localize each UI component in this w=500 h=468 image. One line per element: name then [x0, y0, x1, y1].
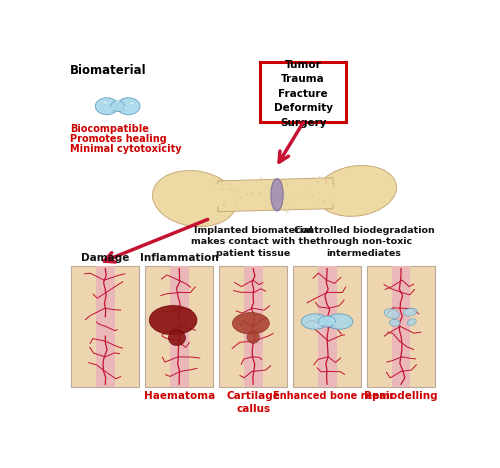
Ellipse shape [187, 181, 226, 209]
Ellipse shape [333, 323, 336, 325]
Ellipse shape [324, 182, 327, 184]
Bar [392, 266, 410, 387]
Ellipse shape [333, 185, 335, 187]
Ellipse shape [325, 316, 329, 319]
Ellipse shape [116, 100, 120, 103]
Text: Controlled biodegradation
through non-toxic
intermediates: Controlled biodegradation through non-to… [294, 226, 434, 258]
Text: Haematoma: Haematoma [144, 391, 215, 401]
Text: Damage: Damage [81, 253, 130, 263]
Ellipse shape [326, 183, 364, 207]
Ellipse shape [279, 198, 282, 200]
Ellipse shape [271, 179, 283, 211]
Ellipse shape [322, 200, 325, 203]
Ellipse shape [281, 181, 282, 183]
Ellipse shape [324, 180, 328, 182]
Ellipse shape [152, 170, 237, 227]
Ellipse shape [285, 183, 289, 186]
Ellipse shape [330, 319, 334, 321]
Ellipse shape [314, 323, 318, 326]
Ellipse shape [326, 314, 353, 329]
Ellipse shape [307, 187, 310, 188]
Text: Minimal cytotoxicity: Minimal cytotoxicity [70, 144, 182, 154]
Ellipse shape [168, 330, 186, 345]
Ellipse shape [228, 184, 231, 185]
Bar [318, 266, 336, 387]
Bar [293, 266, 361, 387]
Ellipse shape [340, 317, 344, 320]
Ellipse shape [316, 181, 320, 183]
Ellipse shape [384, 309, 400, 319]
Bar [170, 266, 188, 387]
Ellipse shape [312, 176, 314, 178]
Text: Promotes healing: Promotes healing [70, 134, 166, 144]
Ellipse shape [268, 189, 271, 190]
Text: Biomaterial: Biomaterial [70, 64, 146, 77]
Text: Enhanced bone repair: Enhanced bone repair [272, 391, 394, 401]
Bar [96, 266, 115, 387]
Text: Tumor
Trauma
Fracture
Deformity
Surgery: Tumor Trauma Fracture Deformity Surgery [274, 60, 332, 128]
Bar [260, 62, 346, 122]
Ellipse shape [124, 106, 128, 110]
Ellipse shape [238, 192, 242, 193]
Ellipse shape [222, 205, 224, 206]
Text: Remodelling: Remodelling [364, 391, 438, 401]
Ellipse shape [286, 203, 290, 205]
Ellipse shape [284, 211, 288, 212]
Ellipse shape [149, 306, 197, 335]
Ellipse shape [218, 208, 220, 210]
Ellipse shape [318, 316, 336, 327]
Ellipse shape [310, 195, 314, 197]
Ellipse shape [224, 202, 226, 204]
Text: Cartilage
callus: Cartilage callus [226, 391, 280, 414]
Text: Inflammation: Inflammation [140, 253, 218, 263]
Ellipse shape [247, 331, 260, 344]
Ellipse shape [269, 202, 272, 205]
Bar [146, 266, 213, 387]
Ellipse shape [129, 101, 134, 105]
Ellipse shape [316, 193, 320, 194]
Ellipse shape [232, 313, 270, 334]
Bar [220, 266, 287, 387]
Ellipse shape [333, 196, 336, 197]
Ellipse shape [296, 193, 298, 194]
Ellipse shape [390, 319, 400, 326]
Ellipse shape [240, 197, 242, 198]
Bar [72, 266, 139, 387]
Ellipse shape [250, 192, 254, 194]
Ellipse shape [260, 177, 262, 179]
Ellipse shape [319, 323, 323, 325]
Ellipse shape [318, 176, 321, 178]
Ellipse shape [110, 101, 124, 111]
Ellipse shape [287, 211, 289, 213]
Ellipse shape [291, 195, 294, 196]
Ellipse shape [408, 319, 416, 325]
Ellipse shape [312, 317, 315, 320]
Text: Implanted biomaterial
makes contact with the
patient tissue: Implanted biomaterial makes contact with… [190, 226, 316, 258]
Ellipse shape [214, 191, 216, 192]
Ellipse shape [230, 188, 232, 190]
Text: Biocompatible: Biocompatible [70, 124, 149, 134]
Ellipse shape [258, 193, 261, 195]
Ellipse shape [246, 194, 248, 196]
Ellipse shape [102, 101, 108, 104]
Ellipse shape [110, 107, 114, 110]
Bar [244, 266, 262, 387]
Ellipse shape [331, 201, 332, 203]
Ellipse shape [96, 98, 118, 115]
Ellipse shape [311, 202, 313, 204]
Polygon shape [218, 178, 333, 212]
Ellipse shape [220, 189, 224, 190]
Ellipse shape [233, 190, 235, 192]
Ellipse shape [100, 107, 104, 110]
Ellipse shape [221, 181, 222, 182]
Ellipse shape [120, 109, 123, 111]
Ellipse shape [302, 314, 328, 329]
Ellipse shape [117, 98, 140, 115]
Bar [367, 266, 435, 387]
Ellipse shape [235, 203, 238, 205]
Ellipse shape [299, 191, 300, 193]
Ellipse shape [316, 166, 396, 216]
Ellipse shape [404, 308, 417, 316]
